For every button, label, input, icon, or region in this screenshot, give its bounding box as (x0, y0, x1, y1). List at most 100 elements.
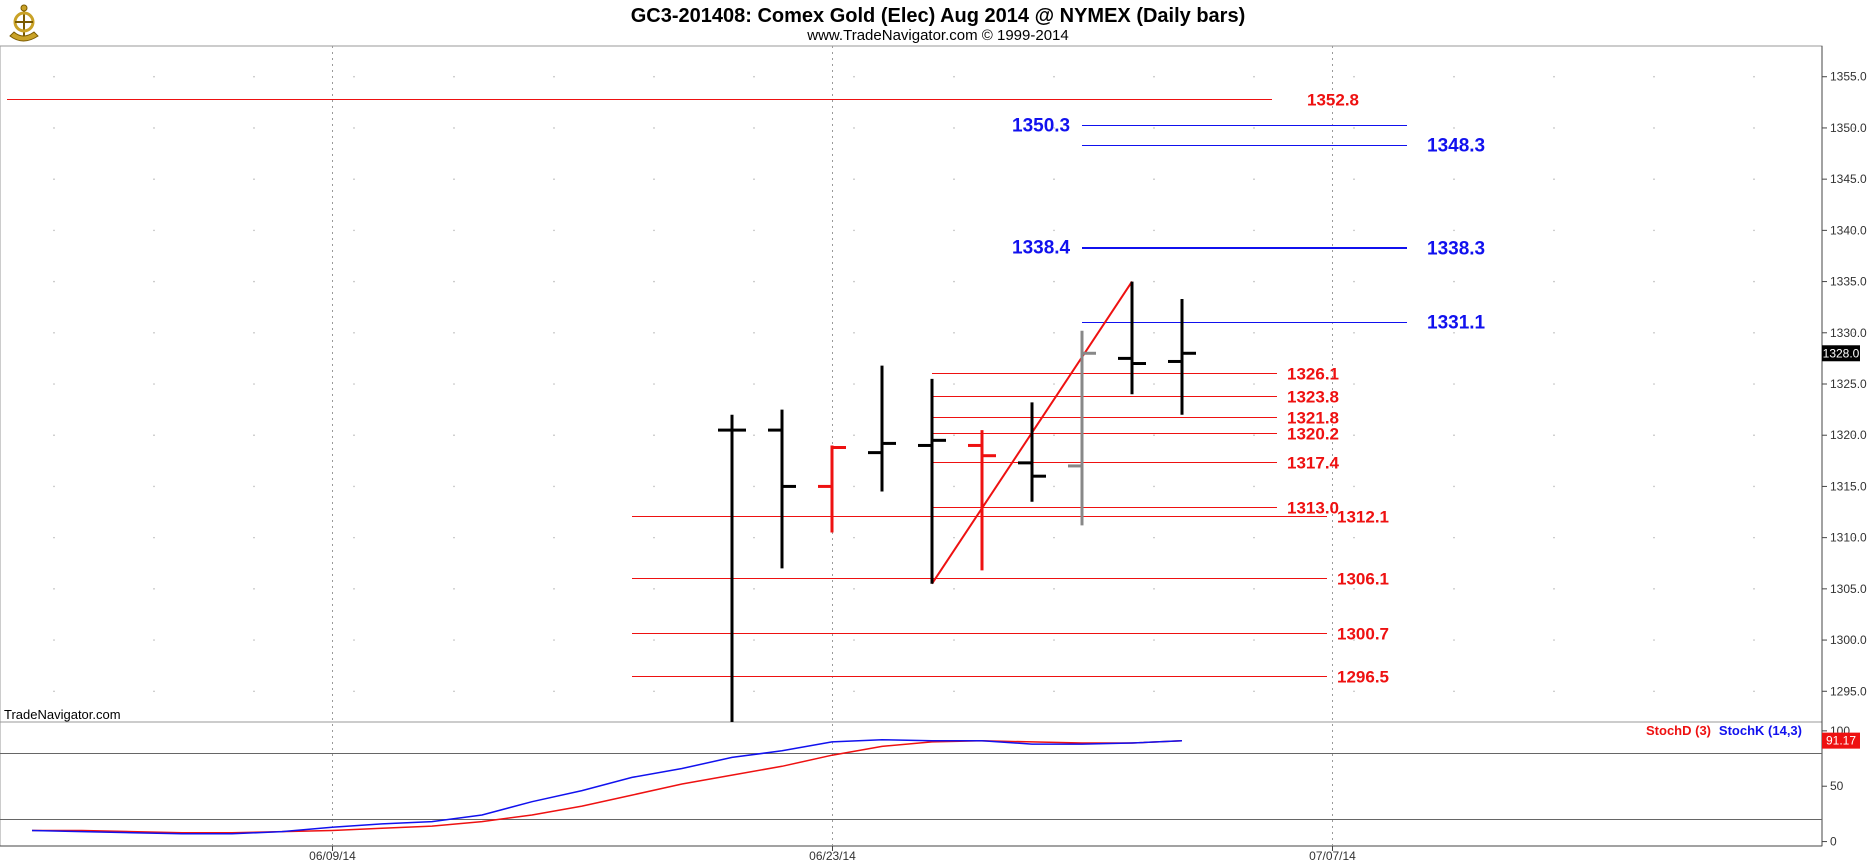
grid-dot (253, 690, 255, 693)
grid-dot (53, 434, 55, 437)
grid-dot (453, 229, 455, 232)
grid-dot (1653, 127, 1655, 129)
price-bar (1118, 281, 1146, 395)
grid-dot (1353, 127, 1355, 129)
chart-subtitle: www.TradeNavigator.com © 1999-2014 (806, 27, 1068, 44)
grid-dot (153, 280, 155, 283)
grid-dot (1253, 536, 1255, 539)
grid-dot (1353, 178, 1355, 180)
grid-dot (153, 331, 155, 334)
grid-dot (1253, 178, 1255, 180)
grid-dot (1753, 178, 1755, 180)
grid-dot (453, 690, 455, 693)
grid-dot (553, 434, 555, 437)
last-stoch-badge: 91.17 (1822, 732, 1860, 749)
grid-dot (153, 178, 155, 180)
grid-dot (253, 383, 255, 385)
grid-dot (1353, 536, 1355, 539)
grid-dot (353, 434, 355, 437)
grid-dot (653, 178, 655, 180)
grid-dot (653, 434, 655, 437)
grid-dot (353, 536, 355, 539)
grid-dot (1253, 690, 1255, 693)
grid-dot (1753, 485, 1755, 488)
grid-dot (1853, 229, 1855, 232)
grid-dot (1153, 127, 1155, 129)
grid-dot (553, 229, 555, 232)
y-tick-label: 1300.0 (1830, 633, 1867, 647)
level-label: 1296.5 (1337, 668, 1389, 687)
legend-stoch-d: StochD (3) (1646, 723, 1711, 738)
grid-dot (753, 229, 755, 232)
grid-dot (53, 639, 55, 641)
grid-dot (453, 485, 455, 488)
price-bar (1068, 330, 1096, 526)
grid-dot (253, 178, 255, 180)
grid-dot (1753, 280, 1755, 283)
grid-dot (153, 588, 155, 590)
grid-dot (1853, 690, 1855, 693)
grid-dot (1353, 75, 1355, 78)
grid-dot (1053, 127, 1055, 129)
grid-dot (1353, 588, 1355, 590)
grid-dot (953, 127, 955, 129)
grid-dot (1353, 485, 1355, 488)
grid-dot (853, 383, 855, 385)
grid-dot (1353, 383, 1355, 385)
grid-dot (1553, 127, 1555, 129)
grid-dot (53, 280, 55, 283)
grid-dot (353, 690, 355, 693)
grid-dot (653, 690, 655, 693)
grid-dot (753, 383, 755, 385)
grid-dot (1853, 639, 1855, 641)
grid-dot (1253, 280, 1255, 283)
grid-dot (753, 485, 755, 488)
grid-dot (1553, 280, 1555, 283)
grid-dot (853, 331, 855, 334)
grid-dot (453, 639, 455, 641)
grid-dot (1153, 229, 1155, 232)
grid-dot (353, 229, 355, 232)
grid-dot (1153, 434, 1155, 437)
grid-dot (153, 690, 155, 693)
grid-dot (553, 280, 555, 283)
grid-dot (1453, 639, 1455, 641)
grid-dot (853, 690, 855, 693)
grid-dot (1853, 588, 1855, 590)
grid-dot (853, 178, 855, 180)
grid-dot (1453, 280, 1455, 283)
grid-dot (1653, 434, 1655, 437)
level-label: 1300.7 (1337, 625, 1389, 644)
grid-dot (1453, 690, 1455, 693)
grid-dot (1253, 127, 1255, 129)
grid-dot (1653, 178, 1655, 180)
grid-dot (453, 280, 455, 283)
grid-dot (1453, 127, 1455, 129)
grid-dot (1653, 588, 1655, 590)
last-stoch-value: 91.17 (1826, 734, 1856, 748)
grid-dot (653, 75, 655, 78)
grid-dot (753, 75, 755, 78)
grid-dot (953, 588, 955, 590)
y-tick-label: 1340.0 (1830, 223, 1867, 237)
grid-dot (53, 588, 55, 590)
grid-dot (753, 127, 755, 129)
grid-dot (1153, 383, 1155, 385)
grid-dot (553, 588, 555, 590)
grid-dot (353, 331, 355, 334)
grid-dot (1053, 588, 1055, 590)
y-tick-label: 1305.0 (1830, 582, 1867, 596)
grid-dot (753, 588, 755, 590)
grid-dot (1153, 485, 1155, 488)
grid-dot (1653, 690, 1655, 693)
grid-dot (1153, 536, 1155, 539)
grid-dot (253, 280, 255, 283)
chart-title: GC3-201408: Comex Gold (Elec) Aug 2014 @… (631, 5, 1246, 27)
grid-dot (953, 331, 955, 334)
grid-dot (953, 639, 955, 641)
grid-dot (253, 331, 255, 334)
level-label: 1352.8 (1307, 91, 1359, 110)
price-bar (868, 365, 896, 492)
date-axis: 06/09/14 06/23/14 07/07/14 (309, 846, 1356, 863)
grid-dot (953, 690, 955, 693)
